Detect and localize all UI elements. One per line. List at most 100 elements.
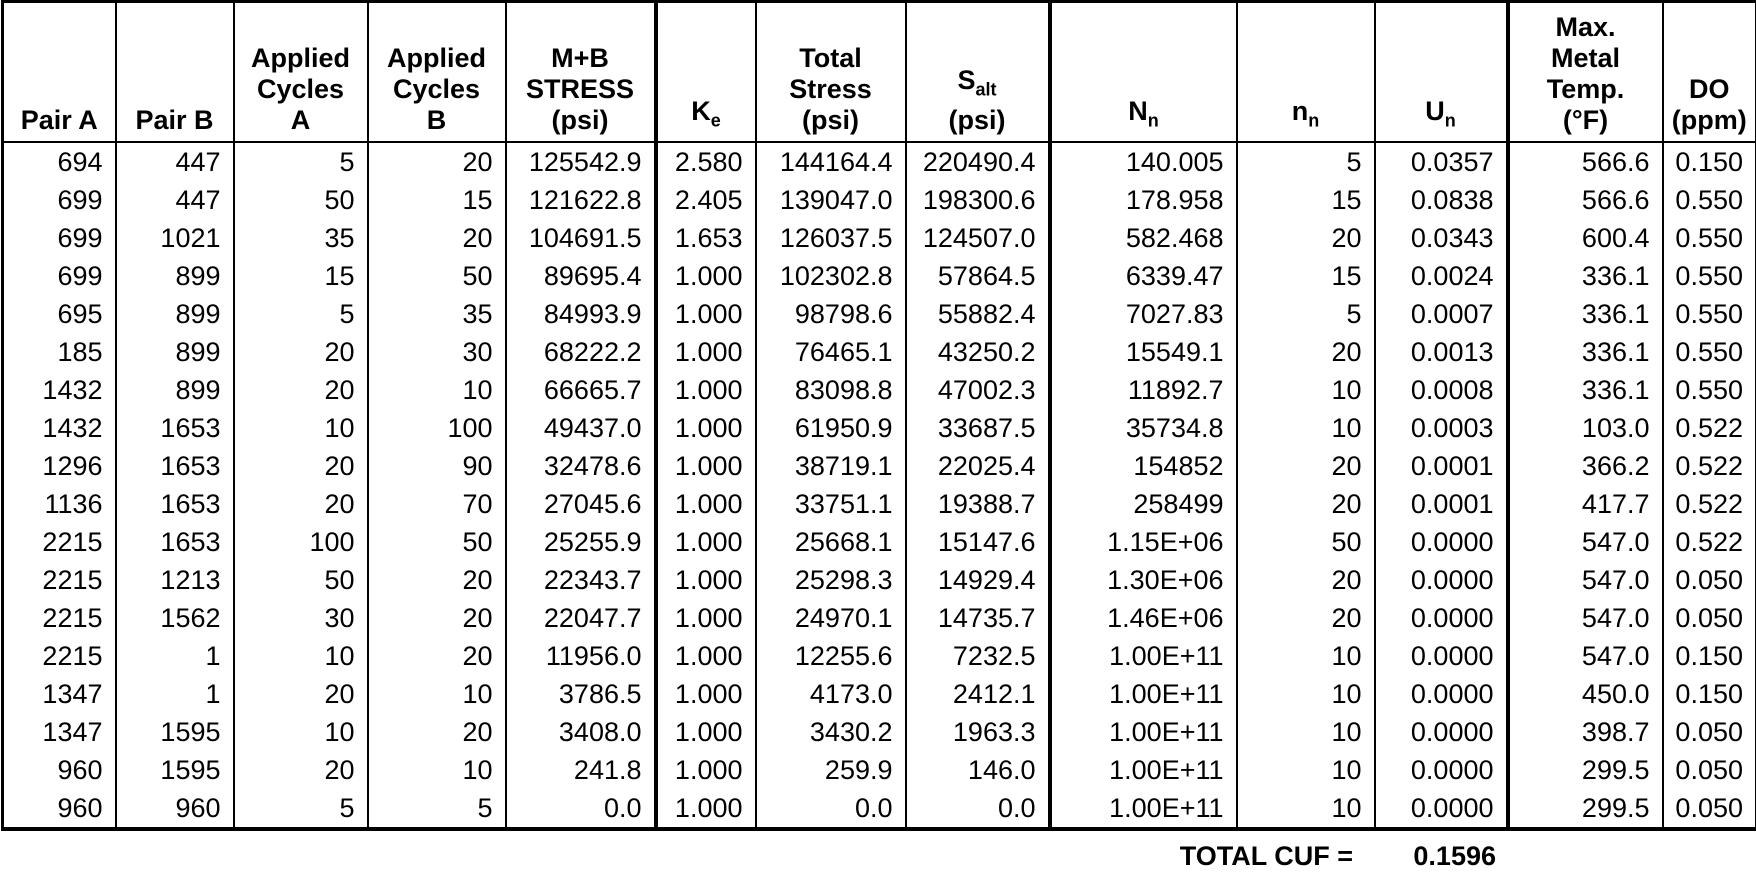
cell-cycles-b: 50 [366,523,507,561]
cell-max-metal-temp: 547.0 [1506,637,1664,675]
cell-cycles-a: 20 [232,333,369,371]
cell-pair-a: 1136 [1,485,117,523]
cell-ke: 1.000 [654,789,757,831]
cell-max-metal-temp: 600.4 [1506,219,1664,257]
cell-mb-stress: 32478.6 [504,447,658,485]
cell-u-n: 0.0000 [1373,523,1510,561]
table-row: 1347 1595 10 20 3408.0 1.000 3430.2 1963.3 1.00E… [1,713,1756,751]
cell-total-stress: 83098.8 [754,371,907,409]
cell-u-n: 0.0024 [1373,257,1510,295]
column-header-mb-stress: M+B STRESS (psi) [504,1,658,143]
cell-cycles-a: 20 [232,485,369,523]
cell-pair-b: 1562 [114,599,235,637]
cell-n-applied: 20 [1235,485,1376,523]
cell-cycles-b: 50 [366,257,507,295]
cell-do-ppm: 0.050 [1661,713,1756,751]
table-row: 2215 1653 100 50 25255.9 1.000 25668.1 15147.6 1… [1,523,1756,561]
cell-mb-stress: 84993.9 [504,295,658,333]
cell-s-alt: 124507.0 [904,219,1052,257]
cell-n-allow: 1.00E+11 [1048,637,1238,675]
cell-mb-stress: 3408.0 [504,713,658,751]
cell-ke: 1.000 [654,561,757,599]
table-row: 2215 1 10 20 11956.0 1.000 12255.6 7232.5 1.00E+… [1,637,1756,675]
cell-pair-a: 699 [1,257,117,295]
cell-cycles-a: 15 [232,257,369,295]
cell-s-alt: 1963.3 [904,713,1052,751]
cell-cycles-b: 100 [366,409,507,447]
table-body: 694 447 5 20 125542.9 2.580 144164.4 220490.4 14… [1,142,1756,831]
cell-u-n: 0.0838 [1373,181,1510,219]
cell-cycles-a: 5 [232,295,369,333]
cell-mb-stress: 125542.9 [504,142,658,181]
cell-mb-stress: 121622.8 [504,181,658,219]
cell-n-allow: 15549.1 [1048,333,1238,371]
cell-n-allow: 35734.8 [1048,409,1238,447]
cell-ke: 1.000 [654,599,757,637]
cell-n-allow: 1.46E+06 [1048,599,1238,637]
cell-ke: 1.000 [654,409,757,447]
cell-total-stress: 3430.2 [754,713,907,751]
cell-cycles-a: 10 [232,637,369,675]
header-line: Metal [1550,43,1621,73]
cell-pair-a: 1347 [1,675,117,713]
table-row: 1432 1653 10 100 49437.0 1.000 61950.9 33687.5 3… [1,409,1756,447]
cell-s-alt: 14735.7 [904,599,1052,637]
cell-n-allow: 1.00E+11 [1048,751,1238,789]
header-line: Temp. [1546,74,1625,104]
cell-do-ppm: 0.150 [1661,637,1756,675]
cell-n-applied: 10 [1235,409,1376,447]
cell-u-n: 0.0008 [1373,371,1510,409]
cell-pair-a: 1296 [1,447,117,485]
header-line: Cycles [392,74,481,104]
cell-do-ppm: 0.150 [1661,142,1756,181]
cell-ke: 1.000 [654,333,757,371]
cell-ke: 2.405 [654,181,757,219]
cell-n-applied: 10 [1235,789,1376,831]
cell-n-allow: 7027.83 [1048,295,1238,333]
cell-mb-stress: 89695.4 [504,257,658,295]
cell-total-stress: 139047.0 [754,181,907,219]
cell-do-ppm: 0.550 [1661,219,1756,257]
cell-mb-stress: 68222.2 [504,333,658,371]
cell-n-applied: 10 [1235,713,1376,751]
cell-pair-a: 1347 [1,713,117,751]
table-row: 960 960 5 5 0.0 1.000 0.0 0.0 1.00E+11 10 0.0000 29… [1,789,1756,831]
cell-n-allow: 258499 [1048,485,1238,523]
cell-pair-b: 899 [114,257,235,295]
cell-ke: 1.000 [654,523,757,561]
cell-do-ppm: 0.550 [1661,295,1756,333]
header-line: DO [1689,74,1730,104]
cell-do-ppm: 0.050 [1661,561,1756,599]
cell-total-stress: 25668.1 [754,523,907,561]
cell-n-applied: 10 [1235,371,1376,409]
cell-cycles-b: 35 [366,295,507,333]
cell-ke: 1.000 [654,713,757,751]
cell-pair-a: 699 [1,181,117,219]
cell-mb-stress: 22047.7 [504,599,658,637]
cell-s-alt: 7232.5 [904,637,1052,675]
table-row: 1432 899 20 10 66665.7 1.000 83098.8 47002.3 118… [1,371,1756,409]
cell-total-stress: 12255.6 [754,637,907,675]
cell-n-applied: 20 [1235,333,1376,371]
cell-cycles-a: 20 [232,371,369,409]
cell-max-metal-temp: 366.2 [1506,447,1664,485]
cell-n-applied: 5 [1235,295,1376,333]
cell-total-stress: 33751.1 [754,485,907,523]
cell-pair-b: 1595 [114,713,235,751]
total-cuf-row: TOTAL CUF = 0.1596 [1,838,1755,878]
cell-ke: 1.000 [654,637,757,675]
cell-ke: 1.000 [654,371,757,409]
cell-do-ppm: 0.522 [1661,409,1756,447]
cell-ke: 1.653 [654,219,757,257]
header-line: (psi) [551,105,609,135]
cell-s-alt: 33687.5 [904,409,1052,447]
cell-u-n: 0.0343 [1373,219,1510,257]
table-header: Pair A Pair B Applied Cycles A Applied Cycles B… [1,1,1756,143]
cell-s-alt: 220490.4 [904,142,1052,181]
cell-pair-a: 185 [1,333,117,371]
cell-pair-b: 1653 [114,447,235,485]
cell-total-stress: 0.0 [754,789,907,831]
cell-pair-a: 699 [1,219,117,257]
cell-pair-a: 1432 [1,409,117,447]
cell-u-n: 0.0003 [1373,409,1510,447]
